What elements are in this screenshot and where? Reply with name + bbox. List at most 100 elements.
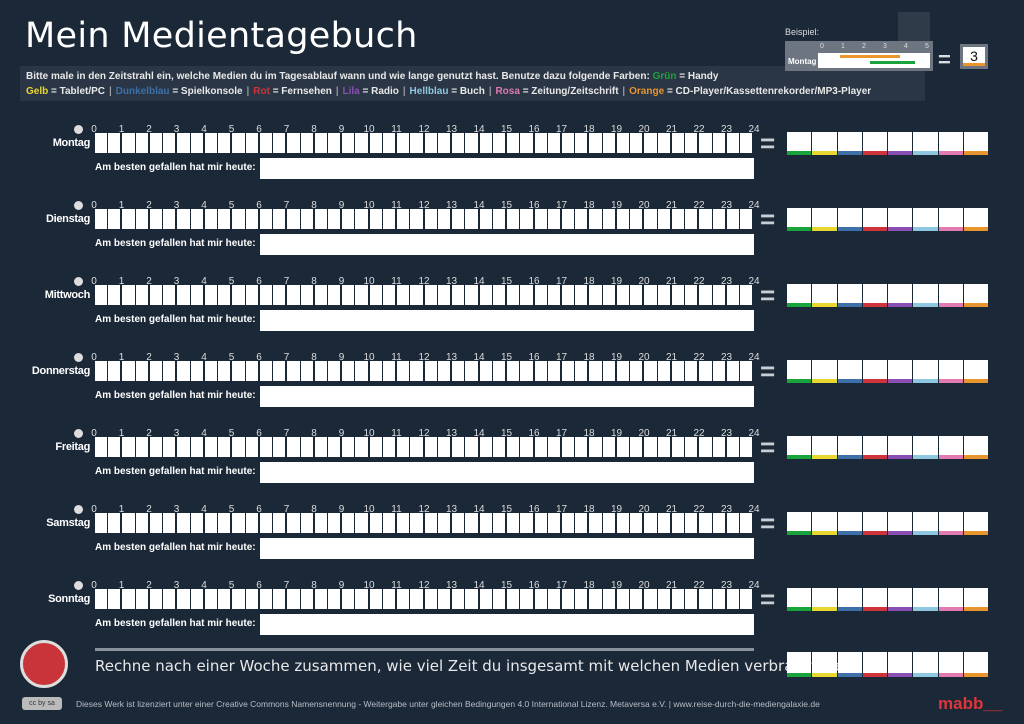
timeline-cell[interactable] <box>437 209 451 229</box>
timeline-cell[interactable] <box>327 513 341 533</box>
timeline-cell[interactable] <box>232 285 245 305</box>
total-box-rot[interactable] <box>862 360 887 383</box>
timeline-cell[interactable] <box>492 285 506 305</box>
total-box-rosa[interactable] <box>938 652 963 677</box>
total-box-rosa[interactable] <box>938 436 963 459</box>
total-box-lila[interactable] <box>888 208 913 231</box>
total-box-orange[interactable] <box>963 132 988 155</box>
timeline-cell[interactable] <box>163 437 176 457</box>
timeline-cell[interactable] <box>218 589 231 609</box>
timeline-cell[interactable] <box>740 589 753 609</box>
total-box-rosa[interactable] <box>938 284 963 307</box>
timeline-cell[interactable] <box>410 437 423 457</box>
timeline-cell[interactable] <box>726 361 740 381</box>
total-box-dunkelblau[interactable] <box>837 512 862 535</box>
timeline-cell[interactable] <box>424 589 437 609</box>
timeline-cell[interactable] <box>300 209 313 229</box>
total-box-lila[interactable] <box>888 284 913 307</box>
timeline-cell[interactable] <box>699 513 712 533</box>
timeline-cell[interactable] <box>534 437 547 457</box>
timeline-cell[interactable] <box>740 209 753 229</box>
timeline-cell[interactable] <box>452 361 465 381</box>
timeline-cell[interactable] <box>342 133 355 153</box>
timeline-cell[interactable] <box>95 285 108 305</box>
timeline-cell[interactable] <box>287 437 300 457</box>
timeline-cell[interactable] <box>95 437 108 457</box>
favorite-input[interactable] <box>260 158 754 179</box>
timeline-cell[interactable] <box>177 209 190 229</box>
timeline-cell[interactable] <box>410 285 423 305</box>
timeline-cell[interactable] <box>355 209 368 229</box>
timeline-cell[interactable] <box>507 361 520 381</box>
timeline-cell[interactable] <box>314 209 327 229</box>
timeline-cell[interactable] <box>163 513 176 533</box>
timeline-cell[interactable] <box>657 437 670 457</box>
favorite-input[interactable] <box>260 310 754 331</box>
timeline-cell[interactable] <box>520 513 533 533</box>
timeline-cell[interactable] <box>314 361 327 381</box>
total-box-hellblau[interactable] <box>913 208 938 231</box>
timeline-cell[interactable] <box>327 437 341 457</box>
timeline-cell[interactable] <box>575 209 588 229</box>
timeline-cell[interactable] <box>575 589 588 609</box>
timeline-cell[interactable] <box>740 361 753 381</box>
timeline-cell[interactable] <box>355 513 368 533</box>
timeline-cell[interactable] <box>397 361 410 381</box>
total-box-rosa[interactable] <box>938 360 963 383</box>
timeline-cell[interactable] <box>465 589 478 609</box>
total-box-grün[interactable] <box>787 132 812 155</box>
timeline-cell[interactable] <box>355 285 368 305</box>
timeline-cell[interactable] <box>95 133 108 153</box>
timeline-cell[interactable] <box>190 133 203 153</box>
timeline-cell[interactable] <box>218 513 231 533</box>
timeline-cell[interactable] <box>561 589 575 609</box>
total-box-gelb[interactable] <box>812 652 837 677</box>
timeline-cell[interactable] <box>479 361 492 381</box>
timeline-cell[interactable] <box>657 361 670 381</box>
timeline-cell[interactable] <box>630 209 643 229</box>
timeline-cell[interactable] <box>327 589 341 609</box>
timeline-cell[interactable] <box>382 437 396 457</box>
timeline-cell[interactable] <box>190 437 203 457</box>
timeline-cell[interactable] <box>685 437 698 457</box>
timeline-cell[interactable] <box>479 513 492 533</box>
timeline-cell[interactable] <box>177 133 190 153</box>
total-box-gelb[interactable] <box>812 208 837 231</box>
timeline-cell[interactable] <box>465 361 478 381</box>
timeline-cell[interactable] <box>369 437 382 457</box>
timeline-cell[interactable] <box>122 209 135 229</box>
timeline-cell[interactable] <box>369 209 382 229</box>
timeline-cell[interactable] <box>149 589 163 609</box>
timeline-cell[interactable] <box>300 513 313 533</box>
timeline-cell[interactable] <box>397 133 410 153</box>
timeline-cell[interactable] <box>589 285 602 305</box>
timeline-cell[interactable] <box>644 437 657 457</box>
timeline-cell[interactable] <box>204 285 218 305</box>
total-box-grün[interactable] <box>787 284 812 307</box>
timeline-cell[interactable] <box>547 513 560 533</box>
timeline-cell[interactable] <box>452 437 465 457</box>
timeline-cell[interactable] <box>712 209 725 229</box>
total-box-lila[interactable] <box>888 360 913 383</box>
timeline-cell[interactable] <box>410 133 423 153</box>
timeline-cell[interactable] <box>699 437 712 457</box>
timeline-cell[interactable] <box>452 513 465 533</box>
timeline-cell[interactable] <box>122 285 135 305</box>
total-box-dunkelblau[interactable] <box>837 588 862 611</box>
timeline-cell[interactable] <box>657 133 670 153</box>
timeline-cell[interactable] <box>273 285 286 305</box>
timeline-cell[interactable] <box>657 209 670 229</box>
timeline-cell[interactable] <box>437 285 451 305</box>
total-box-lila[interactable] <box>888 588 913 611</box>
timeline-cell[interactable] <box>149 133 163 153</box>
favorite-input[interactable] <box>260 386 754 407</box>
timeline-cell[interactable] <box>589 589 602 609</box>
timeline-cell[interactable] <box>699 285 712 305</box>
timeline-cell[interactable] <box>300 437 313 457</box>
timeline-cell[interactable] <box>300 361 313 381</box>
timeline-cell[interactable] <box>177 361 190 381</box>
timeline-cell[interactable] <box>671 361 685 381</box>
timeline-cell[interactable] <box>616 361 630 381</box>
timeline-cell[interactable] <box>149 513 163 533</box>
timeline-cell[interactable] <box>259 513 273 533</box>
